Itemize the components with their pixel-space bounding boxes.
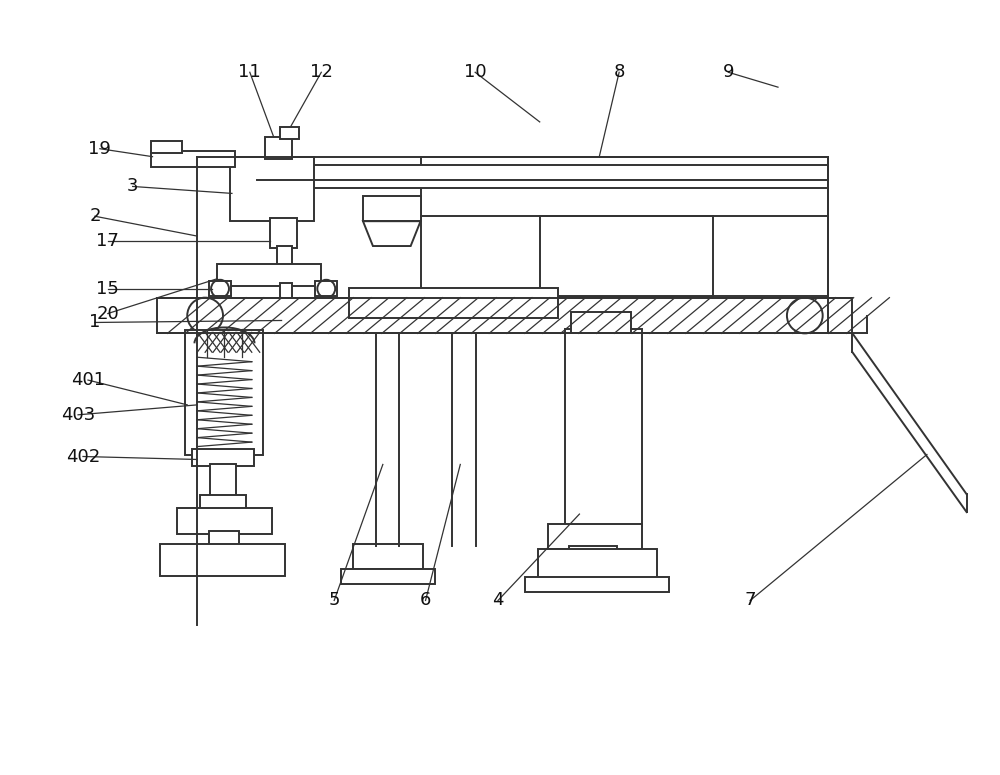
Bar (265, 137, 292, 159)
Text: 17: 17 (96, 232, 119, 250)
Text: 2: 2 (89, 207, 101, 226)
Bar (349, 288, 558, 318)
Bar (277, 246, 292, 268)
Text: 401: 401 (71, 371, 105, 389)
Polygon shape (363, 221, 421, 246)
Bar (421, 157, 828, 296)
Text: 8: 8 (613, 64, 625, 81)
Bar (209, 281, 231, 296)
Text: 12: 12 (310, 64, 333, 81)
Bar (538, 549, 657, 579)
Text: 15: 15 (96, 280, 119, 298)
Bar (353, 544, 423, 569)
Bar (540, 216, 713, 296)
Bar (571, 312, 631, 333)
Bar (192, 449, 254, 467)
Bar (270, 219, 297, 248)
Bar (315, 281, 337, 296)
Bar (341, 569, 435, 584)
Bar (151, 141, 182, 153)
Bar (160, 544, 285, 576)
Text: 10: 10 (464, 64, 486, 81)
Text: 9: 9 (723, 64, 734, 81)
Text: 11: 11 (238, 64, 261, 81)
Bar (185, 330, 263, 454)
Bar (363, 196, 421, 221)
Bar (257, 164, 828, 188)
Text: 403: 403 (61, 406, 95, 424)
Text: 4: 4 (492, 591, 504, 609)
Text: 3: 3 (127, 177, 138, 195)
Text: 19: 19 (88, 140, 111, 158)
Bar (177, 508, 272, 534)
Bar (569, 546, 617, 560)
Bar (280, 283, 292, 302)
Bar (525, 577, 669, 591)
Bar (569, 558, 617, 574)
Text: 1: 1 (89, 313, 101, 332)
Bar (217, 264, 321, 286)
Bar (157, 298, 852, 333)
Bar (151, 150, 235, 167)
Text: 402: 402 (66, 447, 100, 466)
Text: 6: 6 (420, 591, 431, 609)
Bar (548, 524, 642, 549)
Bar (200, 495, 246, 509)
Text: 20: 20 (96, 305, 119, 322)
Bar (230, 157, 314, 221)
Text: 5: 5 (328, 591, 340, 609)
Bar (209, 531, 239, 549)
Bar (210, 464, 236, 496)
Bar (280, 127, 299, 139)
Bar (565, 329, 642, 526)
Text: 7: 7 (744, 591, 756, 609)
